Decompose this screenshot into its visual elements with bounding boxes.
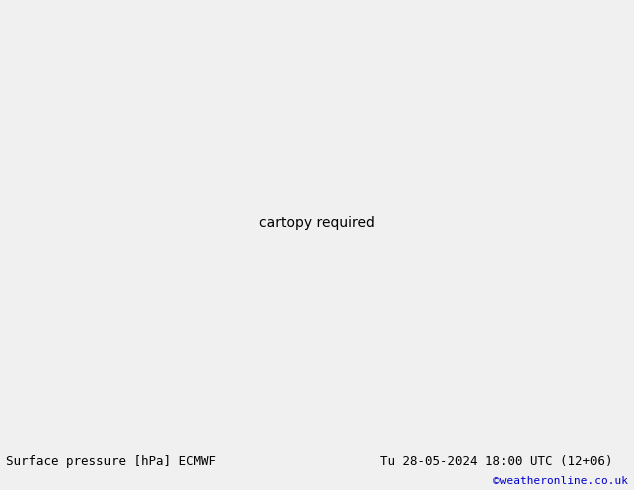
Text: Surface pressure [hPa] ECMWF: Surface pressure [hPa] ECMWF <box>6 455 216 468</box>
Text: ©weatheronline.co.uk: ©weatheronline.co.uk <box>493 476 628 486</box>
Text: Tu 28-05-2024 18:00 UTC (12+06): Tu 28-05-2024 18:00 UTC (12+06) <box>380 455 613 468</box>
Text: cartopy required: cartopy required <box>259 216 375 230</box>
